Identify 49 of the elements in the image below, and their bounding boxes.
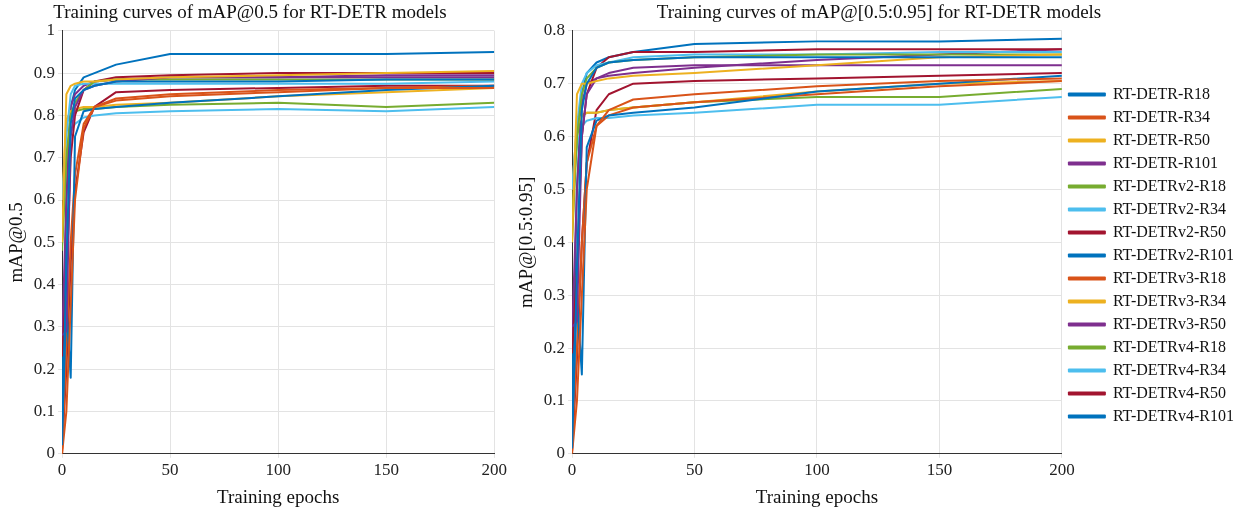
y-tick-label: 0.8 xyxy=(33,104,56,124)
y-tick-label: 0.2 xyxy=(543,337,566,357)
legend-label: RT-DETRv2-R101 xyxy=(1112,245,1235,263)
y-tick-label: 0.1 xyxy=(33,400,56,420)
x-tick-label: 100 xyxy=(804,460,830,480)
y-tick-label: 0.7 xyxy=(33,147,56,167)
y-tick-label: 0 xyxy=(46,443,56,463)
legend-label: RT-DETR-R101 xyxy=(1112,153,1219,171)
legend-label: RT-DETRv3-R18 xyxy=(1112,268,1227,286)
y-tick-label: 0.5 xyxy=(33,231,56,251)
x-tick-label: 200 xyxy=(1049,460,1075,480)
legend-label: RT-DETR-R18 xyxy=(1112,84,1211,102)
y-axis-title: mAP@[0.5:0.95] xyxy=(515,176,537,309)
y-tick-label: 0.6 xyxy=(543,126,566,146)
legend-label: RT-DETRv4-R50 xyxy=(1112,383,1227,401)
legend-label: RT-DETRv2-R50 xyxy=(1112,222,1227,240)
y-tick-label: 0.1 xyxy=(543,390,566,410)
x-tick-label: 50 xyxy=(686,460,704,480)
y-tick-label: 0.8 xyxy=(543,20,566,40)
x-axis-title: Training epochs xyxy=(217,485,340,507)
y-tick-label: 0.3 xyxy=(33,316,56,336)
y-tick-label: 0.6 xyxy=(33,189,56,209)
x-tick-label: 50 xyxy=(161,460,179,480)
y-tick-label: 0.4 xyxy=(543,231,566,251)
y-tick-label: 0.7 xyxy=(543,73,566,93)
y-tick-label: 0.5 xyxy=(543,178,566,198)
x-tick-label: 150 xyxy=(373,460,399,480)
x-tick-label: 150 xyxy=(926,460,953,480)
y-tick-label: 1 xyxy=(46,20,56,40)
legend-label: RT-DETR-R50 xyxy=(1112,130,1211,148)
legend-label: RT-DETRv2-R18 xyxy=(1112,176,1227,194)
y-tick-label: 0 xyxy=(556,443,566,463)
x-tick-label: 100 xyxy=(265,460,291,480)
legend-label: RT-DETRv4-R34 xyxy=(1112,360,1227,378)
chart-title: Training curves of mAP@0.5 for RT-DETR models xyxy=(53,1,447,23)
legend-label: RT-DETR-R34 xyxy=(1112,107,1211,125)
y-axis-title: mAP@0.5 xyxy=(5,202,27,283)
x-tick-label: 200 xyxy=(481,460,507,480)
legend-label: RT-DETRv3-R50 xyxy=(1112,314,1227,332)
y-tick-label: 0.9 xyxy=(33,62,56,82)
legend-label: RT-DETRv4-R101 xyxy=(1112,406,1235,424)
y-tick-label: 0.3 xyxy=(543,284,566,304)
legend-label: RT-DETRv2-R34 xyxy=(1112,199,1227,217)
y-tick-label: 0.2 xyxy=(33,358,56,378)
legend-label: RT-DETRv4-R18 xyxy=(1112,337,1227,355)
chart-title: Training curves of mAP@[0.5:0.95] for RT-DETR models xyxy=(656,1,1102,23)
x-axis-title: Training epochs xyxy=(755,485,879,507)
y-tick-label: 0.4 xyxy=(33,274,56,294)
legend-label: RT-DETRv3-R34 xyxy=(1112,291,1227,309)
